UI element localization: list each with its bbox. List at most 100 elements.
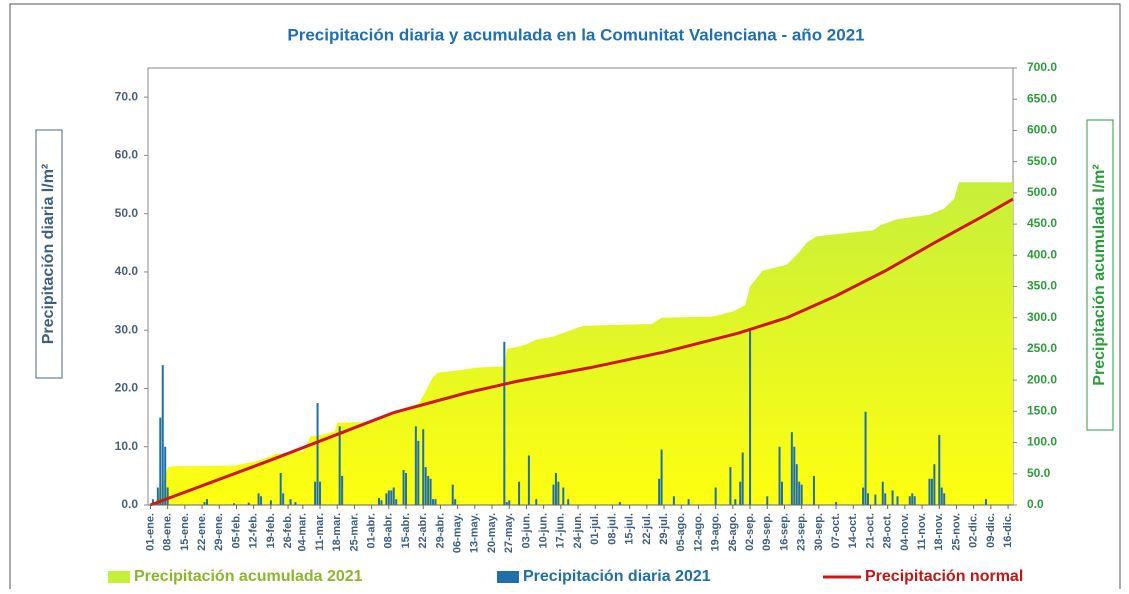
daily-bar <box>282 493 285 505</box>
y2-tick-label: 500.0 <box>1027 185 1057 199</box>
daily-bar <box>881 481 884 505</box>
daily-bar <box>557 481 560 505</box>
daily-bar <box>874 494 877 505</box>
x-tick-label: 23-sep. <box>796 513 808 551</box>
daily-bar <box>911 493 914 505</box>
daily-bar <box>734 499 737 505</box>
x-tick-label: 22-ene. <box>196 513 208 551</box>
x-tick-label: 29-abr. <box>434 513 446 548</box>
x-tick-label: 17-jun. <box>555 513 567 548</box>
x-tick-label: 08-abr. <box>383 513 395 548</box>
daily-bar <box>864 411 867 505</box>
x-tick-label: 22-jul. <box>641 513 653 545</box>
x-tick-label: 21-oct. <box>864 513 876 548</box>
daily-bar <box>798 481 801 505</box>
x-tick-label: 16-dic. <box>1002 513 1014 548</box>
daily-bar <box>552 484 555 505</box>
daily-bar <box>156 487 159 505</box>
daily-bar <box>535 499 538 505</box>
y-tick-label: 30.0 <box>115 322 139 336</box>
y-axis-label: Precipitación diaria l/m² <box>40 164 57 345</box>
y2-tick-label: 50.0 <box>1027 466 1051 480</box>
daily-bar <box>672 496 675 505</box>
x-tick-label: 14-oct. <box>847 513 859 548</box>
x-tick-label: 15-abr. <box>400 513 412 548</box>
x-tick-label: 27-may. <box>503 513 515 553</box>
daily-bar <box>933 464 936 505</box>
daily-bar <box>205 499 208 505</box>
daily-bar <box>380 500 383 505</box>
x-tick-label: 06-may. <box>452 513 464 553</box>
x-tick-label: 19-ago. <box>710 513 722 552</box>
x-tick-label: 26-feb. <box>282 513 294 548</box>
x-tick-label: 08-jul. <box>606 513 618 545</box>
y2-tick-label: 550.0 <box>1027 154 1057 168</box>
daily-bar <box>891 490 894 505</box>
y-tick-label: 20.0 <box>115 381 139 395</box>
daily-bar <box>795 464 798 505</box>
y-tick-label: 0.0 <box>121 497 138 511</box>
daily-bar <box>385 493 388 505</box>
daily-bar <box>314 481 317 505</box>
y2-label-box <box>1086 119 1114 431</box>
y2-tick-label: 200.0 <box>1027 372 1057 386</box>
y2-tick-label: 650.0 <box>1027 91 1057 105</box>
daily-bar <box>405 472 408 505</box>
daily-bar <box>687 499 690 505</box>
legend-label: Precipitación normal <box>865 568 1023 585</box>
x-tick-label: 01-jul. <box>589 513 601 545</box>
daily-bar <box>414 426 417 505</box>
daily-bar <box>714 487 717 505</box>
daily-bar <box>793 446 796 505</box>
daily-bar <box>451 484 454 505</box>
y2-tick-label: 700.0 <box>1027 60 1057 74</box>
x-tick-label: 19-feb. <box>265 513 277 548</box>
x-tick-label: 16-sep. <box>778 513 790 551</box>
daily-bar <box>432 499 435 505</box>
daily-bar <box>766 496 769 505</box>
x-tick-label: 13-may. <box>469 513 481 553</box>
x-tick-label: 26-ago. <box>727 513 739 552</box>
daily-bar <box>660 449 663 505</box>
daily-bar <box>454 499 457 505</box>
x-tick-label: 11-nov. <box>916 513 928 550</box>
daily-bar <box>164 446 167 505</box>
x-tick-label: 04-mar. <box>297 513 309 552</box>
x-tick-label: 25-nov. <box>950 513 962 551</box>
daily-bar <box>940 487 943 505</box>
chart-title: Precipitación diaria y acumulada en la C… <box>287 25 864 44</box>
x-tick-label: 09-sep. <box>761 513 773 551</box>
daily-bar <box>159 417 162 505</box>
daily-bar <box>417 440 420 505</box>
x-tick-label: 22-abr. <box>417 513 429 548</box>
daily-bar <box>518 481 521 505</box>
daily-bar <box>166 487 169 505</box>
x-tick-label: 25-mar. <box>348 513 360 552</box>
x-tick-label: 18-nov. <box>933 513 945 551</box>
y-label-box <box>35 129 63 379</box>
daily-bar <box>884 493 887 505</box>
x-tick-label: 09-dic. <box>985 513 997 548</box>
daily-bar <box>618 502 621 505</box>
x-tick-label: 12-feb. <box>248 513 260 548</box>
x-tick-label: 02-dic. <box>968 513 980 548</box>
daily-bar <box>554 472 557 505</box>
daily-bar <box>505 502 508 505</box>
normal-line <box>149 197 1014 507</box>
daily-bar <box>508 500 511 505</box>
x-tick-label: 07-oct. <box>830 513 842 548</box>
x-tick-label: 01-ene. <box>144 513 156 551</box>
y2-tick-label: 100.0 <box>1027 435 1057 449</box>
daily-bar <box>257 493 260 505</box>
daily-bar <box>247 502 250 505</box>
daily-bar <box>422 429 425 505</box>
x-tick-label: 12-ago. <box>692 513 704 552</box>
daily-bar <box>294 502 297 505</box>
y2-tick-label: 600.0 <box>1027 123 1057 137</box>
daily-bar <box>862 487 865 505</box>
x-tick-label: 04-nov. <box>899 513 911 551</box>
daily-bar <box>434 499 437 505</box>
daily-bar <box>269 500 272 505</box>
x-tick-label: 11-mar. <box>314 513 326 551</box>
